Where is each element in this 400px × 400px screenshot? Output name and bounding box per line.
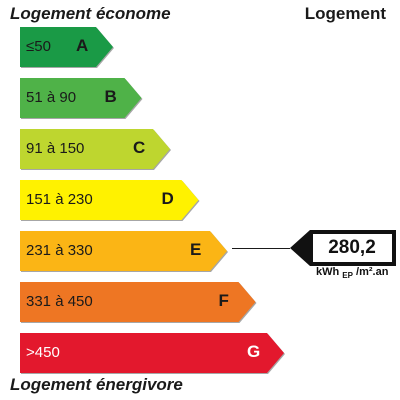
- rating-value: 280,2: [328, 237, 376, 258]
- housing-heading: Logement: [304, 4, 386, 23]
- energy-band-range: 151 à 230: [26, 191, 93, 208]
- energy-band-letter: B: [104, 87, 117, 106]
- energy-band-arrow: [20, 129, 170, 169]
- energy-band-range: ≤50: [26, 38, 51, 55]
- energy-band-letter: C: [133, 138, 146, 157]
- unit-prefix: kWh: [316, 266, 340, 278]
- energy-band-arrow: [20, 282, 256, 322]
- energy-band-range: 331 à 450: [26, 293, 93, 310]
- unit-subscript: EP: [342, 271, 353, 280]
- efficient-housing-heading: Logement économe: [10, 4, 171, 23]
- energy-band-letter: G: [247, 342, 261, 361]
- energy-band-arrow: [20, 78, 142, 118]
- energy-band-range: 231 à 330: [26, 242, 93, 259]
- rating-connector-line: [232, 248, 290, 249]
- energy-band-e: 231 à 330 E: [20, 231, 227, 271]
- energy-band-letter: F: [218, 291, 229, 310]
- energy-band-letter: E: [190, 240, 202, 259]
- energy-band-letter: D: [161, 189, 174, 208]
- rating-unit: kWh EP /m².an: [316, 266, 389, 280]
- energy-band-letter: A: [76, 36, 89, 55]
- energy-band-arrow: [20, 231, 227, 271]
- energy-band-f: 331 à 450 F: [20, 282, 256, 322]
- energy-band-range: 91 à 150: [26, 140, 85, 157]
- energy-band-range: >450: [26, 344, 60, 361]
- energy-band-c: 91 à 150 C: [20, 129, 170, 169]
- energy-band-arrow: [20, 333, 284, 373]
- energy-band-arrow: [20, 180, 199, 220]
- energy-intensive-housing-heading: Logement énergivore: [10, 375, 183, 394]
- rating-arrow: [290, 230, 396, 266]
- energy-band-g: >450 G: [20, 333, 284, 373]
- energy-band-range: 51 à 90: [26, 89, 77, 106]
- unit-suffix: /m².an: [356, 266, 389, 278]
- energy-band-b: 51 à 90 B: [20, 78, 142, 118]
- energy-band-a: ≤50 A: [20, 27, 113, 67]
- energy-band-d: 151 à 230 D: [20, 180, 199, 220]
- energy-band-arrow: [20, 27, 113, 67]
